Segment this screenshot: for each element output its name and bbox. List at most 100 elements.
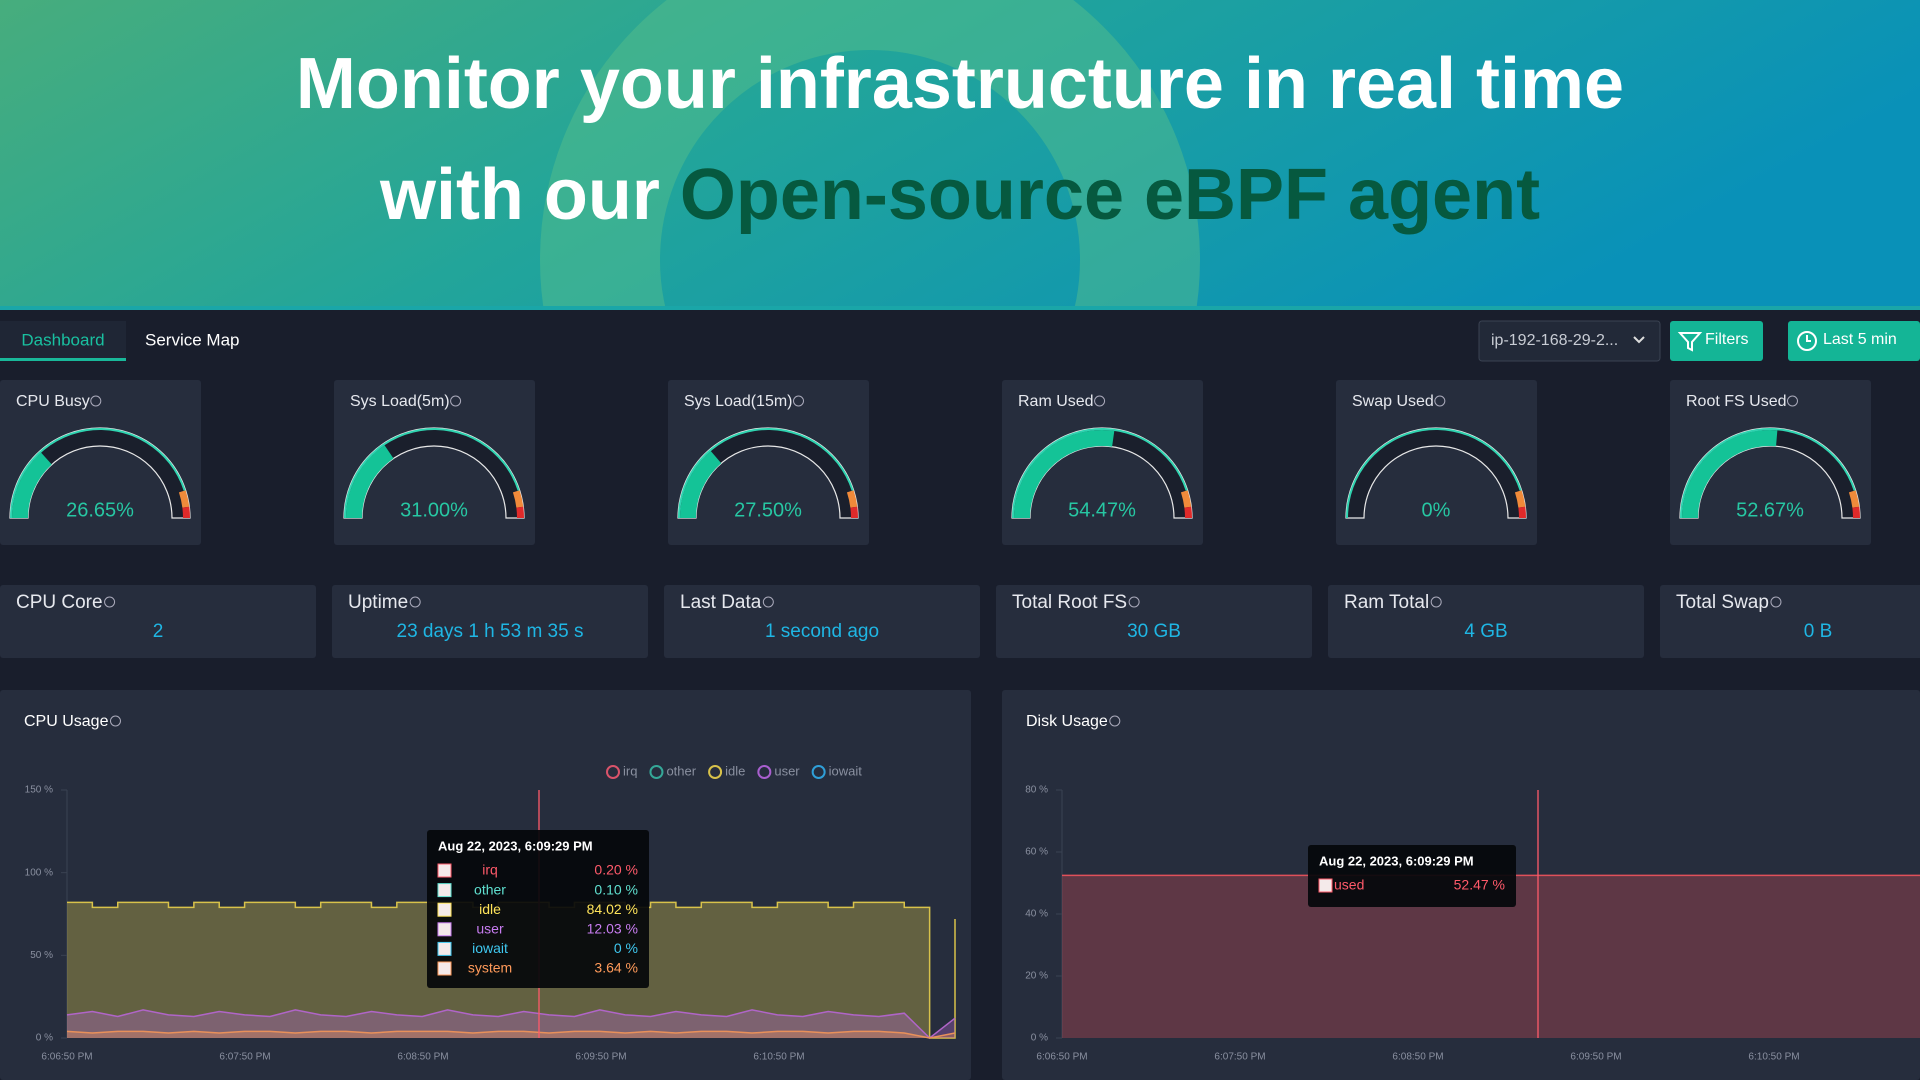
y-tick-label: 60 % [1025, 847, 1048, 858]
gauge-arc [1682, 430, 1778, 518]
gauge-crit [182, 506, 190, 518]
y-tick-label: 100 % [25, 867, 53, 878]
filters-button[interactable] [1670, 321, 1763, 361]
y-tick-label: 150 % [25, 785, 53, 796]
tab-active-bg [0, 321, 126, 361]
info-icon [1128, 596, 1140, 608]
clock-icon [1797, 331, 1817, 351]
legend-marker [757, 765, 772, 779]
tooltip-value: 0.20 % [594, 862, 638, 878]
gauge-label: Ram Used [1018, 393, 1094, 410]
x-tick-label: 6:07:50 PM [219, 1052, 270, 1063]
info-icon [109, 715, 121, 727]
gauge-arc [12, 452, 52, 518]
stat-label: CPU Core [16, 592, 103, 613]
legend-label: other [666, 763, 696, 778]
tab-underline [0, 358, 126, 361]
gauge-warn [512, 490, 524, 508]
tooltip-time: Aug 22, 2023, 6:09:29 PM [438, 838, 593, 853]
tooltip-name: idle [479, 901, 501, 917]
stat-label: Uptime [348, 592, 408, 613]
x-tick-label: 6:07:50 PM [1214, 1052, 1265, 1063]
series-area [1062, 875, 1920, 1038]
headline-line2: with our Open-source eBPF agent [379, 155, 1540, 235]
gauge-label: Root FS Used [1686, 393, 1786, 410]
gauge-label: Sys Load(15m) [684, 393, 793, 410]
clock-hand [1806, 335, 1811, 342]
gauge-value: 0% [1422, 499, 1451, 521]
tooltip-value: 12.03 % [587, 921, 638, 937]
time-button[interactable] [1788, 321, 1920, 361]
stat-value: 4 GB [1464, 621, 1507, 642]
gauge-value: 26.65% [66, 499, 134, 521]
gauge-value: 52.67% [1736, 499, 1804, 521]
y-tick-label: 80 % [1025, 785, 1048, 796]
y-tick-label: 0 % [1031, 1033, 1048, 1044]
headline-prefix: with our [379, 155, 660, 235]
stat-label: Total Swap [1676, 592, 1769, 613]
tab[interactable]: Dashboard [21, 330, 104, 349]
gauge-arc [680, 451, 722, 518]
legend-marker [649, 765, 664, 779]
legend-marker [606, 765, 620, 779]
stat-label: Total Root FS [1012, 592, 1127, 613]
tooltip-swatch [437, 883, 452, 898]
headline-line1: Monitor your infrastructure in real time [296, 44, 1624, 124]
gauge-card [0, 380, 201, 545]
gauge-crit [1184, 506, 1192, 518]
info-icon [793, 395, 804, 407]
x-tick-label: 6:09:50 PM [1570, 1052, 1621, 1063]
y-tick-label: 0 % [36, 1033, 53, 1044]
tooltip-name: system [468, 960, 512, 976]
gauge-arc [1014, 430, 1115, 518]
gauge-warn [1514, 490, 1526, 508]
stat-value: 30 GB [1127, 621, 1181, 642]
stat-card [664, 585, 980, 658]
x-tick-label: 6:06:50 PM [41, 1052, 92, 1063]
info-icon [1786, 395, 1798, 407]
tooltip-value: 0 % [614, 940, 638, 956]
gauge-crit [1852, 506, 1860, 518]
series-line [66, 1009, 956, 1039]
tab[interactable]: Service Map [145, 330, 239, 349]
y-tick-label: 40 % [1025, 909, 1048, 920]
x-tick-label: 6:08:50 PM [397, 1052, 448, 1063]
host-select-text: ip-192-168-29-2... [1491, 332, 1618, 349]
legend-label: user [774, 763, 800, 778]
tooltip-value: 0.10 % [594, 881, 638, 897]
gauge-label: Sys Load(5m) [350, 393, 450, 410]
stat-value: 0 B [1804, 621, 1833, 642]
gauge-crit [516, 506, 524, 518]
gauge-card [668, 380, 869, 545]
y-tick-label: 20 % [1025, 971, 1048, 982]
info-icon [1770, 596, 1782, 608]
gauge-value: 27.50% [734, 499, 802, 521]
tooltip-swatch [1318, 878, 1333, 893]
button-text: Last 5 min [1823, 331, 1897, 348]
legend-label: irq [623, 763, 637, 778]
x-tick-label: 6:10:50 PM [1748, 1052, 1799, 1063]
panel-border [0, 306, 1920, 310]
tooltip-value: 84.02 % [587, 901, 638, 917]
legend-marker [811, 765, 826, 779]
stat-value: 1 second ago [765, 621, 879, 642]
stat-card [1660, 585, 1920, 658]
info-icon [450, 395, 462, 407]
tooltip-swatch [437, 902, 452, 917]
gauge-card [334, 380, 535, 545]
gauge-card [1002, 380, 1203, 545]
stat-card [996, 585, 1312, 658]
legend-label: iowait [829, 763, 863, 778]
tooltip-value: 3.64 % [594, 960, 638, 976]
gauge-card [1670, 380, 1871, 545]
headline-highlight: Open-source eBPF agent [680, 155, 1540, 235]
info-icon [1430, 596, 1442, 608]
stat-value: 23 days 1 h 53 m 35 s [397, 621, 584, 642]
tooltip-name: user [476, 921, 504, 937]
x-tick-label: 6:10:50 PM [753, 1052, 804, 1063]
tooltip-name: irq [482, 862, 498, 878]
stat-card [332, 585, 648, 658]
host-select[interactable] [1478, 320, 1661, 362]
stat-card [0, 585, 316, 658]
